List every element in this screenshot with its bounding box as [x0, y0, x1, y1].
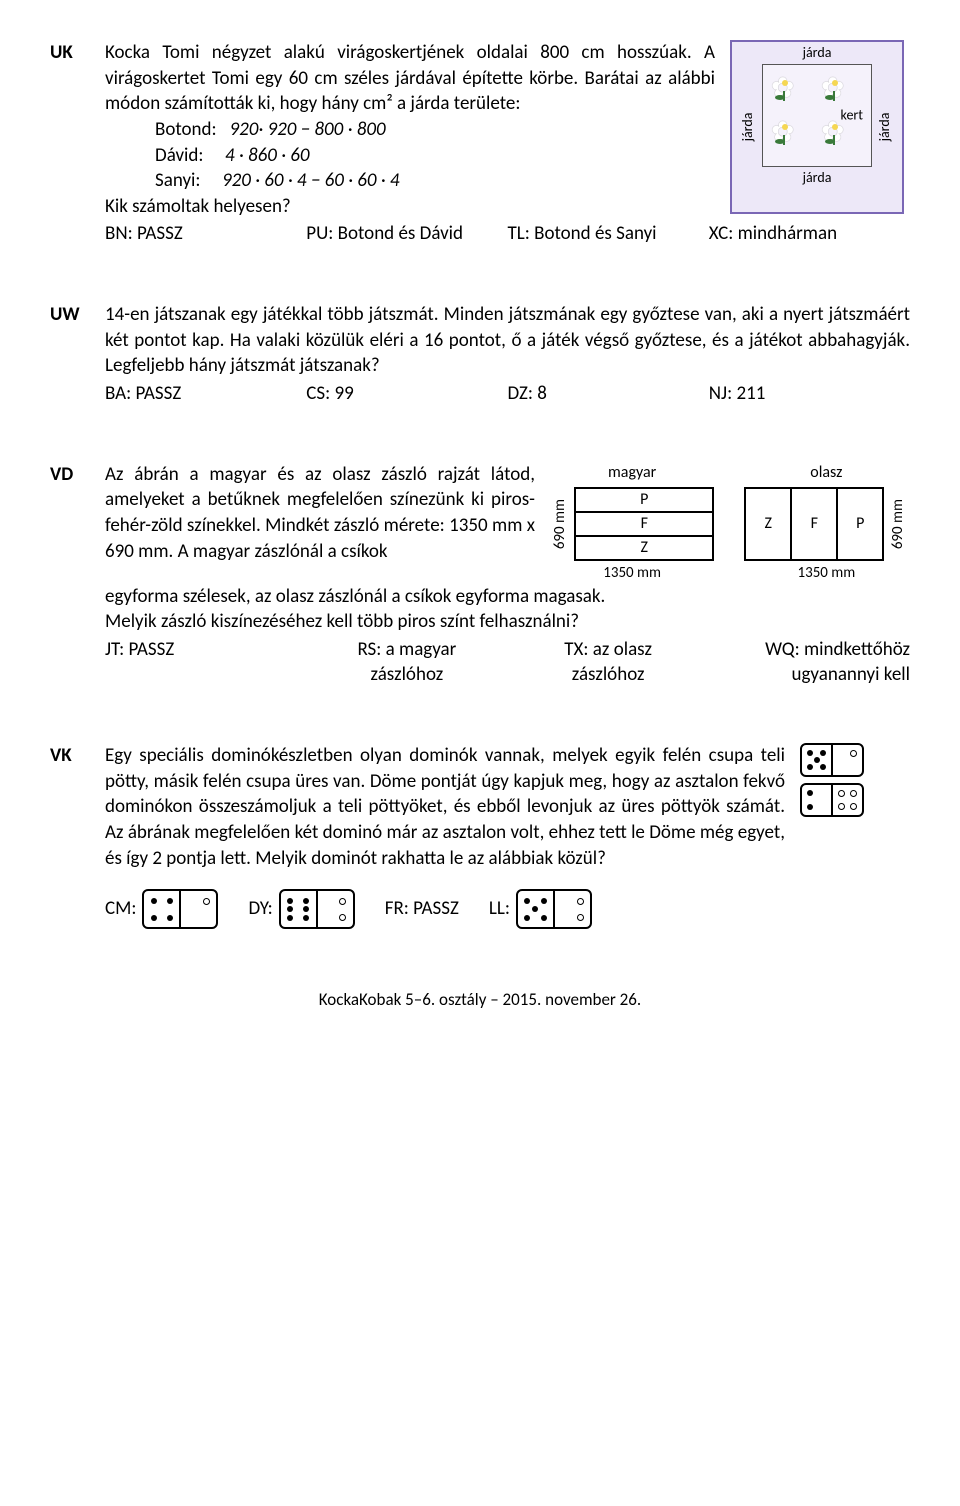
vd-answers: JT: PASSZ RS: a magyarzászlóhoz TX: az o…	[105, 637, 910, 688]
page-footer: KockaKobak 5–6. osztály – 2015. november…	[50, 989, 910, 1012]
question-vd: VD Az ábrán a magyar és az olasz zászló …	[50, 462, 910, 688]
italian-flag: Z F P	[744, 487, 884, 561]
question-uk: UK Kocka Tomi négyzet alakú virágoskertj…	[50, 40, 910, 247]
vk-answers: CM: DY: FR: PASSZ LL:	[105, 889, 910, 929]
vd-question: Melyik zászló kiszínezéséhez kell több p…	[105, 609, 910, 635]
code-vk: VK	[50, 743, 105, 929]
garden-figure: járda járda járda járda kert	[730, 40, 910, 219]
uk-text2: Kik számoltak helyesen?	[105, 194, 715, 220]
domino-cm	[142, 889, 218, 929]
flags-figure: magyar 690 mm P F Z 1350 mm olasz	[550, 462, 910, 584]
uk-formulas: Botond: 920· 920 − 800 · 800 Dávid: 4 · …	[155, 117, 715, 194]
question-uw: UW 14-en játszanak egy játékkal több ját…	[50, 302, 910, 407]
code-uw: UW	[50, 302, 105, 407]
uk-answers: BN: PASSZ PU: Botond és Dávid TL: Botond…	[105, 221, 910, 247]
uw-answers: BA: PASSZ CS: 99 DZ: 8 NJ: 211	[105, 381, 910, 407]
vk-figure	[800, 743, 910, 871]
domino-dy	[279, 889, 355, 929]
code-vd: VD	[50, 462, 105, 688]
hungarian-flag: P F Z	[574, 487, 714, 561]
vd-text2: egyforma szélesek, az olasz zászlónál a …	[105, 584, 910, 610]
question-vk: VK Egy speciális dominókészletben olyan …	[50, 743, 910, 929]
domino-ll	[516, 889, 592, 929]
uk-text1: Kocka Tomi négyzet alakú virágoskertjéne…	[105, 41, 715, 115]
vd-text1: Az ábrán a magyar és az olasz zászló raj…	[105, 462, 535, 584]
uw-text: 14-en játszanak egy játékkal több játszm…	[105, 302, 910, 379]
vk-text: Egy speciális dominókészletben olyan dom…	[105, 743, 785, 871]
code-uk: UK	[50, 40, 105, 247]
